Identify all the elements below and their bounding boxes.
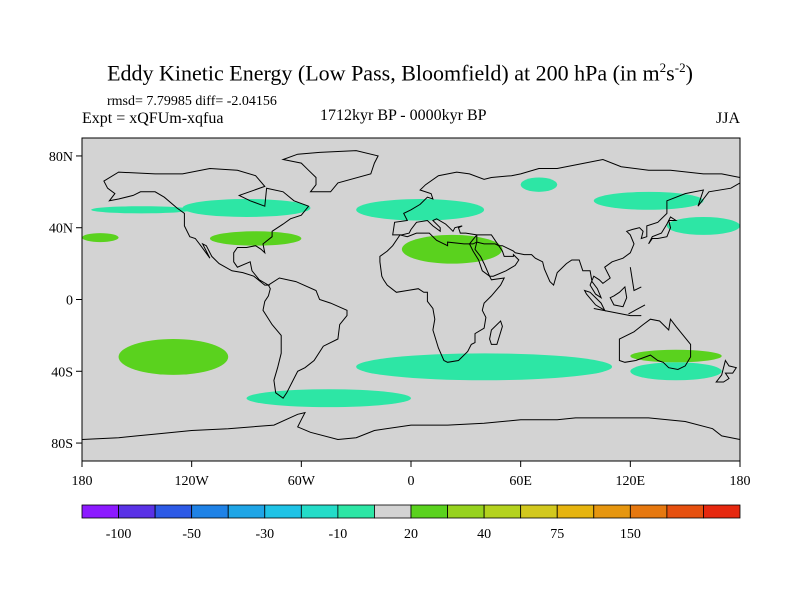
y-tick-label: 0 xyxy=(66,294,73,309)
colorbar-swatch xyxy=(703,504,741,519)
colorbar-swatch xyxy=(154,504,193,519)
anomaly-region-8 xyxy=(246,389,411,408)
anomaly-region-2 xyxy=(182,199,311,217)
coastline-borneo xyxy=(609,285,628,308)
x-tick-label: 60E xyxy=(509,474,532,489)
anomaly-region-1 xyxy=(91,206,192,214)
x-tick-label: 60W xyxy=(288,474,316,489)
coastline-arabia xyxy=(474,241,520,277)
colorbar-swatch xyxy=(191,504,229,519)
coastline-africa xyxy=(379,232,506,363)
anomaly-region-7 xyxy=(630,362,722,381)
title-main: Eddy Kinetic Energy (Low Pass, Bloomfiel… xyxy=(107,60,660,86)
y-tick-label: 40N xyxy=(49,222,73,237)
anomaly-region-9 xyxy=(356,353,613,381)
coastline-australia xyxy=(618,317,692,371)
colorbar-swatch xyxy=(410,504,448,519)
colorbar-swatch xyxy=(593,504,631,519)
coastline-eurasia xyxy=(392,158,740,300)
x-tick-label: 180 xyxy=(72,474,93,489)
coastline-north-america xyxy=(103,167,310,286)
x-tick-label: 0 xyxy=(408,474,415,489)
y-tick-label: 40S xyxy=(51,365,73,380)
coastline-islands-1 xyxy=(593,308,642,317)
coastline-islands-2 xyxy=(628,304,646,315)
colorbar-swatch xyxy=(629,504,668,519)
colorbar-swatch xyxy=(81,504,119,519)
experiment-label: Expt = xQFUm-xqfua xyxy=(82,110,224,127)
anomaly-region-11 xyxy=(209,231,302,246)
coastline-layer xyxy=(82,150,740,441)
colorbar-label: -10 xyxy=(329,527,348,542)
colorbar-label: -50 xyxy=(182,527,201,542)
anomaly-region-5 xyxy=(593,191,704,210)
colorbar-swatch xyxy=(447,504,485,519)
plot-title: Eddy Kinetic Energy (Low Pass, Bloomfiel… xyxy=(0,60,800,86)
time-period-label: 1712kyr BP - 0000kyr BP xyxy=(320,107,487,124)
x-tick-label: 180 xyxy=(730,474,751,489)
map-background xyxy=(82,138,740,461)
anomaly-region-4 xyxy=(520,177,558,192)
season-label: JJA xyxy=(716,110,741,127)
coastline-antarctica xyxy=(82,411,740,441)
colorbar-swatch xyxy=(300,504,339,519)
colorbar-swatch xyxy=(556,504,595,519)
colorbar-swatch xyxy=(337,504,375,519)
anomaly-region-3 xyxy=(356,199,485,221)
colorbar-swatch xyxy=(520,504,558,519)
coastline-madagascar xyxy=(489,320,503,345)
colorbar-label: 40 xyxy=(477,527,491,542)
colorbar-label: -30 xyxy=(255,527,274,542)
colorbar-swatch xyxy=(118,504,156,519)
rmsd-diff-stats: rmsd= 7.79985 diff= -2.04156 xyxy=(107,94,277,109)
y-tick-label: 80N xyxy=(49,150,73,165)
colorbar-swatch xyxy=(666,504,704,519)
y-tick-label: 80S xyxy=(51,437,73,452)
x-tick-label: 120W xyxy=(175,474,210,489)
title-sup-s: -2 xyxy=(674,60,686,75)
axis-ticks: 180 120W 60W 0 60E 120E 180 80N 40N 0 40S 80S xyxy=(49,150,751,489)
title-end: ) xyxy=(685,60,693,86)
anomaly-region-10 xyxy=(82,233,119,243)
colorbar-swatch xyxy=(374,504,412,519)
colorbar-label: -100 xyxy=(106,527,132,542)
coastline-new-zealand xyxy=(715,359,738,383)
colorbar-swatch xyxy=(483,504,522,519)
colorbar-label: 150 xyxy=(620,527,641,542)
coastline-islands-3 xyxy=(629,267,642,292)
coastline-south-america xyxy=(262,277,348,399)
title-sup-m: 2 xyxy=(659,60,667,75)
colorbar: -100 -50 -30 -10 20 40 75 150 xyxy=(81,504,741,542)
colorbar-label: 75 xyxy=(550,527,564,542)
anomaly-region-12 xyxy=(401,234,503,264)
colorbar-swatch xyxy=(227,504,266,519)
colorbar-swatch xyxy=(264,504,302,519)
title-s: s xyxy=(666,60,675,86)
anomaly-region-14 xyxy=(630,349,722,363)
coastline-japan xyxy=(648,216,678,245)
anomaly-region-6 xyxy=(666,216,740,235)
colorbar-label: 20 xyxy=(404,527,418,542)
x-tick-label: 120E xyxy=(616,474,646,489)
coastline-greenland xyxy=(281,150,379,193)
anomaly-region-13 xyxy=(118,338,229,375)
